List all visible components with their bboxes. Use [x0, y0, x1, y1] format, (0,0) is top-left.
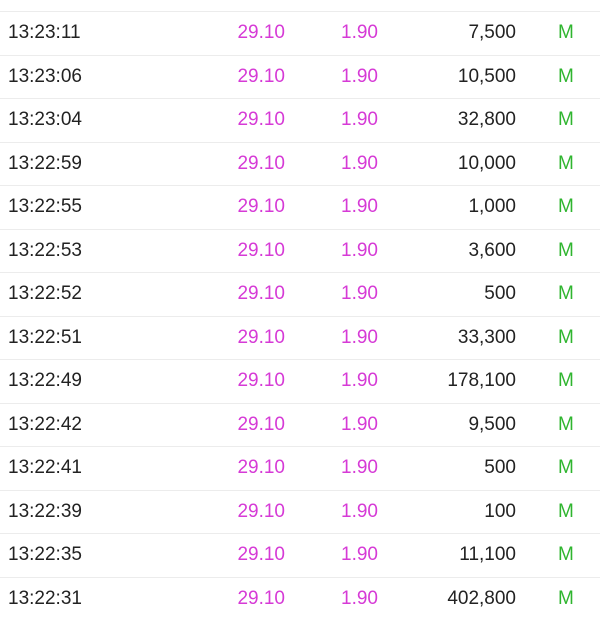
trade-change: 1.90 — [320, 501, 378, 523]
trade-price: 29.10 — [210, 457, 285, 479]
trade-time: 13:22:53 — [8, 240, 82, 262]
trade-change: 1.90 — [320, 283, 378, 305]
trade-flag: M — [558, 109, 574, 131]
trade-time: 13:22:49 — [8, 370, 82, 392]
trade-volume: 33,300 — [400, 327, 516, 349]
trade-row[interactable]: 13:22:35 29.10 1.90 11,100 M — [0, 533, 600, 577]
trade-price: 29.10 — [210, 22, 285, 44]
trade-volume: 3,600 — [400, 240, 516, 262]
trade-row[interactable]: 13:23:04 29.10 1.90 32,800 M — [0, 98, 600, 142]
trade-flag: M — [558, 66, 574, 88]
trade-row[interactable]: 13:23:06 29.10 1.90 10,500 M — [0, 55, 600, 99]
trade-row[interactable]: 13:23:11 29.10 1.90 7,500 M — [0, 11, 600, 55]
trade-time: 13:22:42 — [8, 414, 82, 436]
trade-volume: 10,000 — [400, 153, 516, 175]
trade-time: 13:22:31 — [8, 588, 82, 610]
trade-change: 1.90 — [320, 544, 378, 566]
trade-time: 13:22:51 — [8, 327, 82, 349]
trade-flag: M — [558, 457, 574, 479]
trade-price: 29.10 — [210, 414, 285, 436]
trade-volume: 10,500 — [400, 66, 516, 88]
trade-volume: 178,100 — [400, 370, 516, 392]
trade-row[interactable]: 13:22:49 29.10 1.90 178,100 M — [0, 359, 600, 403]
trade-flag: M — [558, 196, 574, 218]
trade-change: 1.90 — [320, 327, 378, 349]
trade-flag: M — [558, 240, 574, 262]
trade-flag: M — [558, 414, 574, 436]
trade-volume: 100 — [400, 501, 516, 523]
trade-flag: M — [558, 22, 574, 44]
trade-change: 1.90 — [320, 370, 378, 392]
trade-change: 1.90 — [320, 153, 378, 175]
trade-price: 29.10 — [210, 196, 285, 218]
trade-volume: 7,500 — [400, 22, 516, 44]
trade-row[interactable]: 13:22:39 29.10 1.90 100 M — [0, 490, 600, 534]
trade-price: 29.10 — [210, 370, 285, 392]
trade-flag: M — [558, 327, 574, 349]
trade-price: 29.10 — [210, 327, 285, 349]
trade-price: 29.10 — [210, 109, 285, 131]
trade-price: 29.10 — [210, 544, 285, 566]
trade-change: 1.90 — [320, 22, 378, 44]
trade-volume: 9,500 — [400, 414, 516, 436]
trade-change: 1.90 — [320, 196, 378, 218]
trade-time: 13:22:52 — [8, 283, 82, 305]
trade-volume: 32,800 — [400, 109, 516, 131]
trade-change: 1.90 — [320, 588, 378, 610]
trade-time: 13:23:06 — [8, 66, 82, 88]
trade-flag: M — [558, 501, 574, 523]
trade-price: 29.10 — [210, 501, 285, 523]
trade-price: 29.10 — [210, 153, 285, 175]
trade-row[interactable]: 13:22:41 29.10 1.90 500 M — [0, 446, 600, 490]
trade-list[interactable]: 13:23:11 29.10 1.90 7,500 M 13:23:06 29.10 1.90… — [0, 11, 600, 620]
trade-volume: 11,100 — [400, 544, 516, 566]
trade-price: 29.10 — [210, 283, 285, 305]
trade-row[interactable]: 13:22:52 29.10 1.90 500 M — [0, 272, 600, 316]
trade-row[interactable]: 13:22:51 29.10 1.90 33,300 M — [0, 316, 600, 360]
trade-volume: 402,800 — [400, 588, 516, 610]
trade-flag: M — [558, 283, 574, 305]
trade-flag: M — [558, 370, 574, 392]
trade-volume: 500 — [400, 457, 516, 479]
trade-change: 1.90 — [320, 109, 378, 131]
trade-time: 13:22:41 — [8, 457, 82, 479]
trade-row[interactable]: 13:22:42 29.10 1.90 9,500 M — [0, 403, 600, 447]
trade-volume: 1,000 — [400, 196, 516, 218]
trade-row[interactable]: 13:22:53 29.10 1.90 3,600 M — [0, 229, 600, 273]
trade-volume: 500 — [400, 283, 516, 305]
trade-time: 13:23:11 — [8, 22, 81, 44]
trade-time: 13:22:39 — [8, 501, 82, 523]
trade-row[interactable]: 13:22:55 29.10 1.90 1,000 M — [0, 185, 600, 229]
trade-flag: M — [558, 544, 574, 566]
trade-row[interactable]: 13:22:31 29.10 1.90 402,800 M — [0, 577, 600, 620]
trade-price: 29.10 — [210, 240, 285, 262]
trade-change: 1.90 — [320, 240, 378, 262]
trade-price: 29.10 — [210, 588, 285, 610]
trade-flag: M — [558, 153, 574, 175]
trade-time: 13:22:55 — [8, 196, 82, 218]
trade-time: 13:22:59 — [8, 153, 82, 175]
trade-time: 13:22:35 — [8, 544, 82, 566]
trade-change: 1.90 — [320, 414, 378, 436]
trade-change: 1.90 — [320, 457, 378, 479]
trade-time: 13:23:04 — [8, 109, 82, 131]
trade-change: 1.90 — [320, 66, 378, 88]
trade-flag: M — [558, 588, 574, 610]
trade-price: 29.10 — [210, 66, 285, 88]
trade-row[interactable]: 13:22:59 29.10 1.90 10,000 M — [0, 142, 600, 186]
